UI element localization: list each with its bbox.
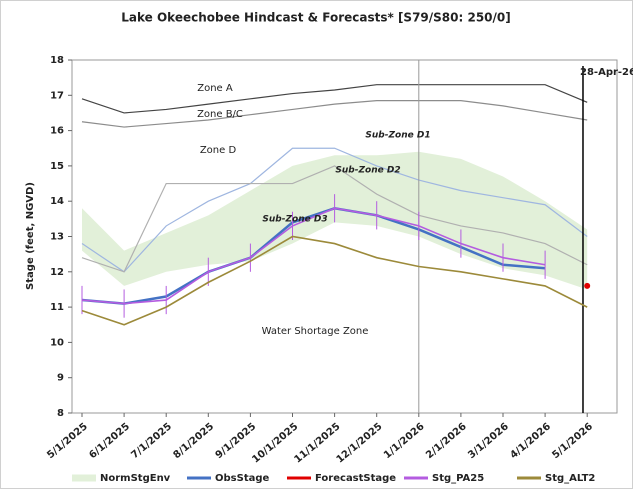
legend-label: Stg_PA25	[432, 473, 484, 484]
y-tick-label: 18	[50, 55, 64, 66]
series-line	[81, 207, 546, 305]
legend-label: Stg_ALT2	[545, 473, 595, 484]
y-axis-label: Stage (feet, NGVD)	[25, 182, 36, 290]
annotation: Water Shortage Zone	[262, 326, 369, 337]
y-tick-label: 17	[50, 90, 64, 101]
annotation: Zone D	[200, 145, 237, 156]
zone-line	[81, 165, 588, 273]
zone-line	[81, 99, 588, 128]
zone-line	[81, 147, 588, 273]
y-tick-label: 8	[57, 408, 64, 419]
annotation: Zone B/C	[197, 109, 243, 120]
legend-label: ForecastStage	[315, 473, 396, 484]
legend-label: ObsStage	[215, 473, 270, 484]
series-line	[81, 235, 588, 326]
legend-label: NormStgEnv	[100, 473, 171, 484]
y-tick-label: 12	[50, 267, 64, 278]
y-tick-label: 11	[50, 302, 64, 313]
annotation: Sub-Zone D2	[335, 166, 400, 176]
y-tick-label: 15	[50, 161, 64, 172]
annotation: Zone A	[197, 83, 233, 94]
series-line	[81, 206, 546, 305]
annotation: 28-Apr-26	[580, 67, 633, 78]
y-tick-label: 13	[50, 232, 64, 243]
series-line	[584, 282, 591, 289]
y-tick-label: 14	[50, 196, 64, 207]
chart-title: Lake Okeechobee Hindcast & Forecasts* [S…	[121, 11, 511, 25]
annotation: Sub-Zone D1	[365, 131, 430, 141]
annotation: Sub-Zone D3	[262, 215, 327, 225]
y-tick-label: 10	[50, 337, 64, 348]
y-tick-label: 16	[50, 126, 64, 137]
zone-line	[81, 84, 588, 114]
y-tick-label: 9	[57, 373, 64, 384]
